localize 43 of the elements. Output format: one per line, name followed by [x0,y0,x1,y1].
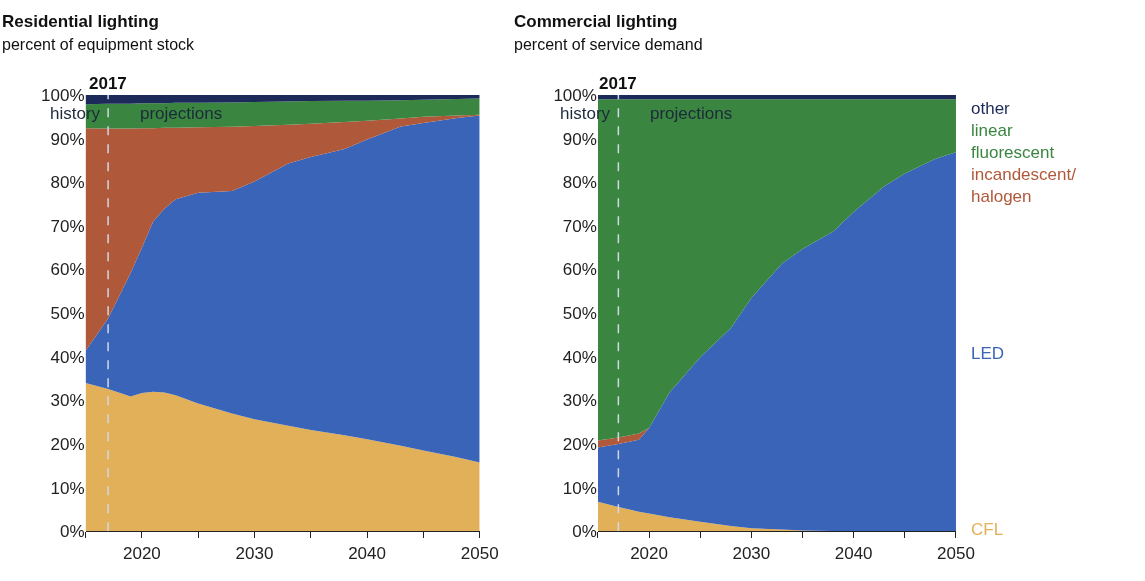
x-tick-label: 2040 [348,543,386,563]
chart-title: Commercial lighting [514,12,678,31]
y-tick-label: 50% [50,304,85,324]
x-tick-label: 2030 [732,543,771,563]
series-label: LED [971,344,1005,363]
x-tick-label: 2020 [122,543,161,563]
y-tick-label: 10% [562,478,597,498]
series-label: CFL [971,520,1004,539]
y-tick-label: 60% [562,260,597,280]
y-tick-label: 60% [50,260,85,280]
chart-subtitle: percent of equipment stock [2,36,196,53]
y-tick-label: 40% [50,347,85,367]
y-tick-label: 80% [562,173,597,193]
x-tick-label: 2050 [937,543,975,563]
x-tick-label: 2030 [235,543,274,563]
y-tick-label: 90% [562,129,597,149]
chart-subtitle: percent of service demand [514,36,703,53]
series-label: incandescent/halogen [971,165,1077,207]
annotation: projections [650,104,733,123]
y-tick-label: 80% [50,173,85,193]
y-tick-label: 90% [50,129,85,149]
series-label: linear fluorescent [971,121,1055,163]
ref-line-label: 2017 [89,74,127,93]
y-tick-label: 20% [50,435,85,455]
x-tick-label: 2040 [834,543,873,563]
y-tick-label: 50% [562,304,597,324]
y-tick-label: 30% [562,391,597,411]
series-label: other [971,99,1011,118]
y-tick-label: 30% [50,391,85,411]
y-tick-label: 20% [562,435,597,455]
y-tick-label: 0% [60,522,85,542]
chart-title: Residential lighting [2,12,159,31]
y-tick-label: 100% [41,85,85,105]
ref-line-label: 2017 [599,74,637,93]
x-tick-label: 2050 [460,543,499,563]
y-tick-label: 10% [50,478,85,498]
y-tick-label: 40% [562,347,597,367]
y-tick-label: 70% [562,216,597,236]
y-tick-label: 100% [553,85,597,105]
annotation: projections [140,104,223,123]
x-tick-label: 2020 [630,543,668,563]
y-tick-label: 0% [572,522,597,542]
y-tick-label: 70% [50,216,85,236]
